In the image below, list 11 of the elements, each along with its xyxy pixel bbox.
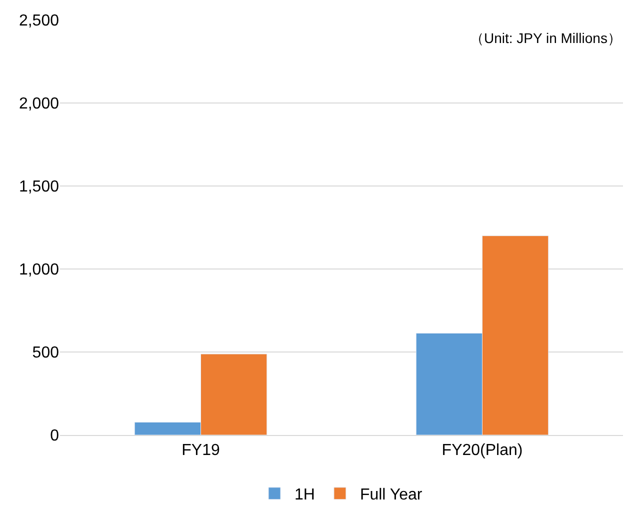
y-tick-label: 1,500 [18,178,60,196]
y-tick-label: 2,000 [18,96,60,113]
y-tick-label: 500 [32,344,60,362]
y-tick-label: 2,500 [18,12,60,30]
annotation: （Unit: JPY in Millions） [470,30,622,46]
y-tick-label: 1,000 [18,262,60,279]
x-tick-label: FY19 [182,442,220,460]
legend-label: Full Year [360,486,423,504]
x-tick-label: FY20(Plan) [442,442,523,460]
y-tick-label: 0 [50,428,60,445]
legend-label: 1H [294,486,315,504]
